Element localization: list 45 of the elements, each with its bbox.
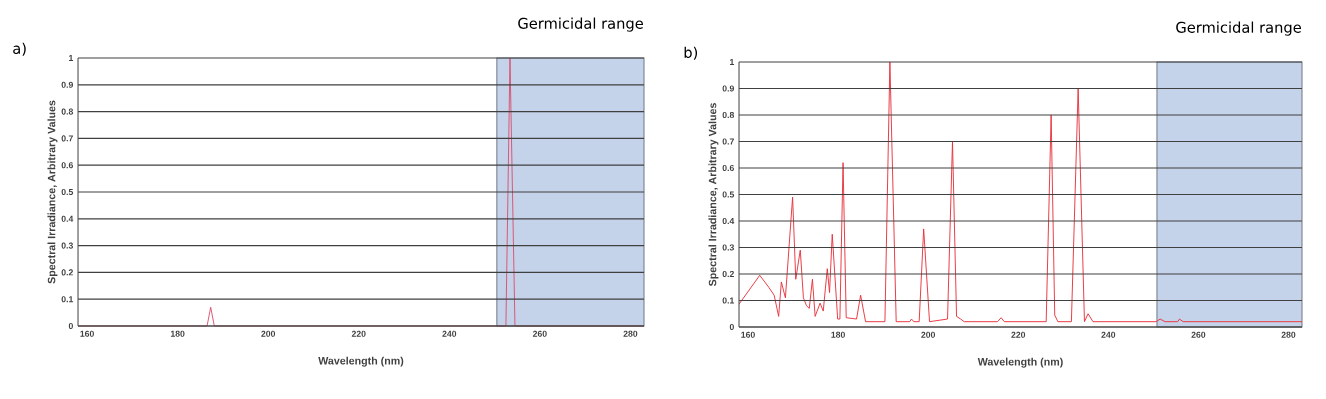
x-tick-label: 220	[1011, 331, 1026, 338]
y-tick-label: 0.8	[61, 108, 74, 115]
y-tick-label: 0.7	[722, 138, 734, 145]
y-tick-label: 0.8	[722, 111, 735, 119]
y-tick-label: 0.5	[61, 188, 74, 196]
y-tick-label: 0.6	[722, 164, 734, 172]
y-tick-label: 0	[729, 323, 734, 331]
y-axis-title: Spectral Irradiance, Arbitrary Values	[47, 100, 58, 284]
x-axis-title: Wavelength (nm)	[977, 357, 1063, 368]
y-tick-label: 0.9	[61, 81, 73, 88]
line-series	[738, 61, 1303, 323]
y-tick-label: 0.9	[722, 85, 734, 92]
x-tick-label: 200	[261, 330, 276, 337]
y-tick-label: 0.3	[722, 244, 734, 251]
x-tick-label: 180	[170, 330, 185, 337]
y-tick-label: 0.1	[722, 297, 735, 304]
x-tick-label: 280	[623, 330, 638, 337]
x-tick-label: 240	[442, 330, 457, 337]
x-tick-label: 160	[80, 330, 94, 337]
x-tick-label: 240	[1101, 331, 1116, 338]
y-tick-label: 1	[730, 59, 735, 65]
x-axis-title: Wavelength (nm)	[318, 356, 404, 367]
x-tick-label: 180	[831, 331, 845, 338]
x-tick-label: 220	[351, 330, 366, 337]
y-tick-label: 0.4	[722, 217, 735, 225]
y-tick-label: 0.1	[61, 296, 74, 303]
chart-title: a)	[13, 42, 26, 56]
x-tick-label: 260	[532, 330, 547, 337]
chart-title: b)	[684, 46, 698, 60]
y-tick-label: 0.2	[61, 269, 73, 276]
x-tick-label: 260	[1191, 331, 1206, 338]
x-tick-label: 280	[1281, 331, 1296, 338]
x-tick-label: 160	[741, 331, 755, 338]
y-tick-label: 0.2	[722, 270, 734, 278]
y-tick-label: 0.5	[722, 191, 735, 198]
y-tick-label: 0.4	[61, 215, 74, 222]
y-axis-title: Spectral Irradiance, Arbitrary Values	[708, 103, 719, 287]
x-tick-label: 200	[921, 331, 936, 338]
y-tick-label: 0.3	[61, 242, 73, 249]
y-tick-label: 0.6	[61, 162, 73, 169]
y-tick-label: 1	[69, 55, 74, 61]
band-label: Germicidal range	[518, 17, 643, 32]
band-label: Germicidal range	[1176, 21, 1301, 36]
y-tick-label: 0	[68, 322, 73, 330]
y-tick-label: 0.7	[61, 135, 73, 142]
